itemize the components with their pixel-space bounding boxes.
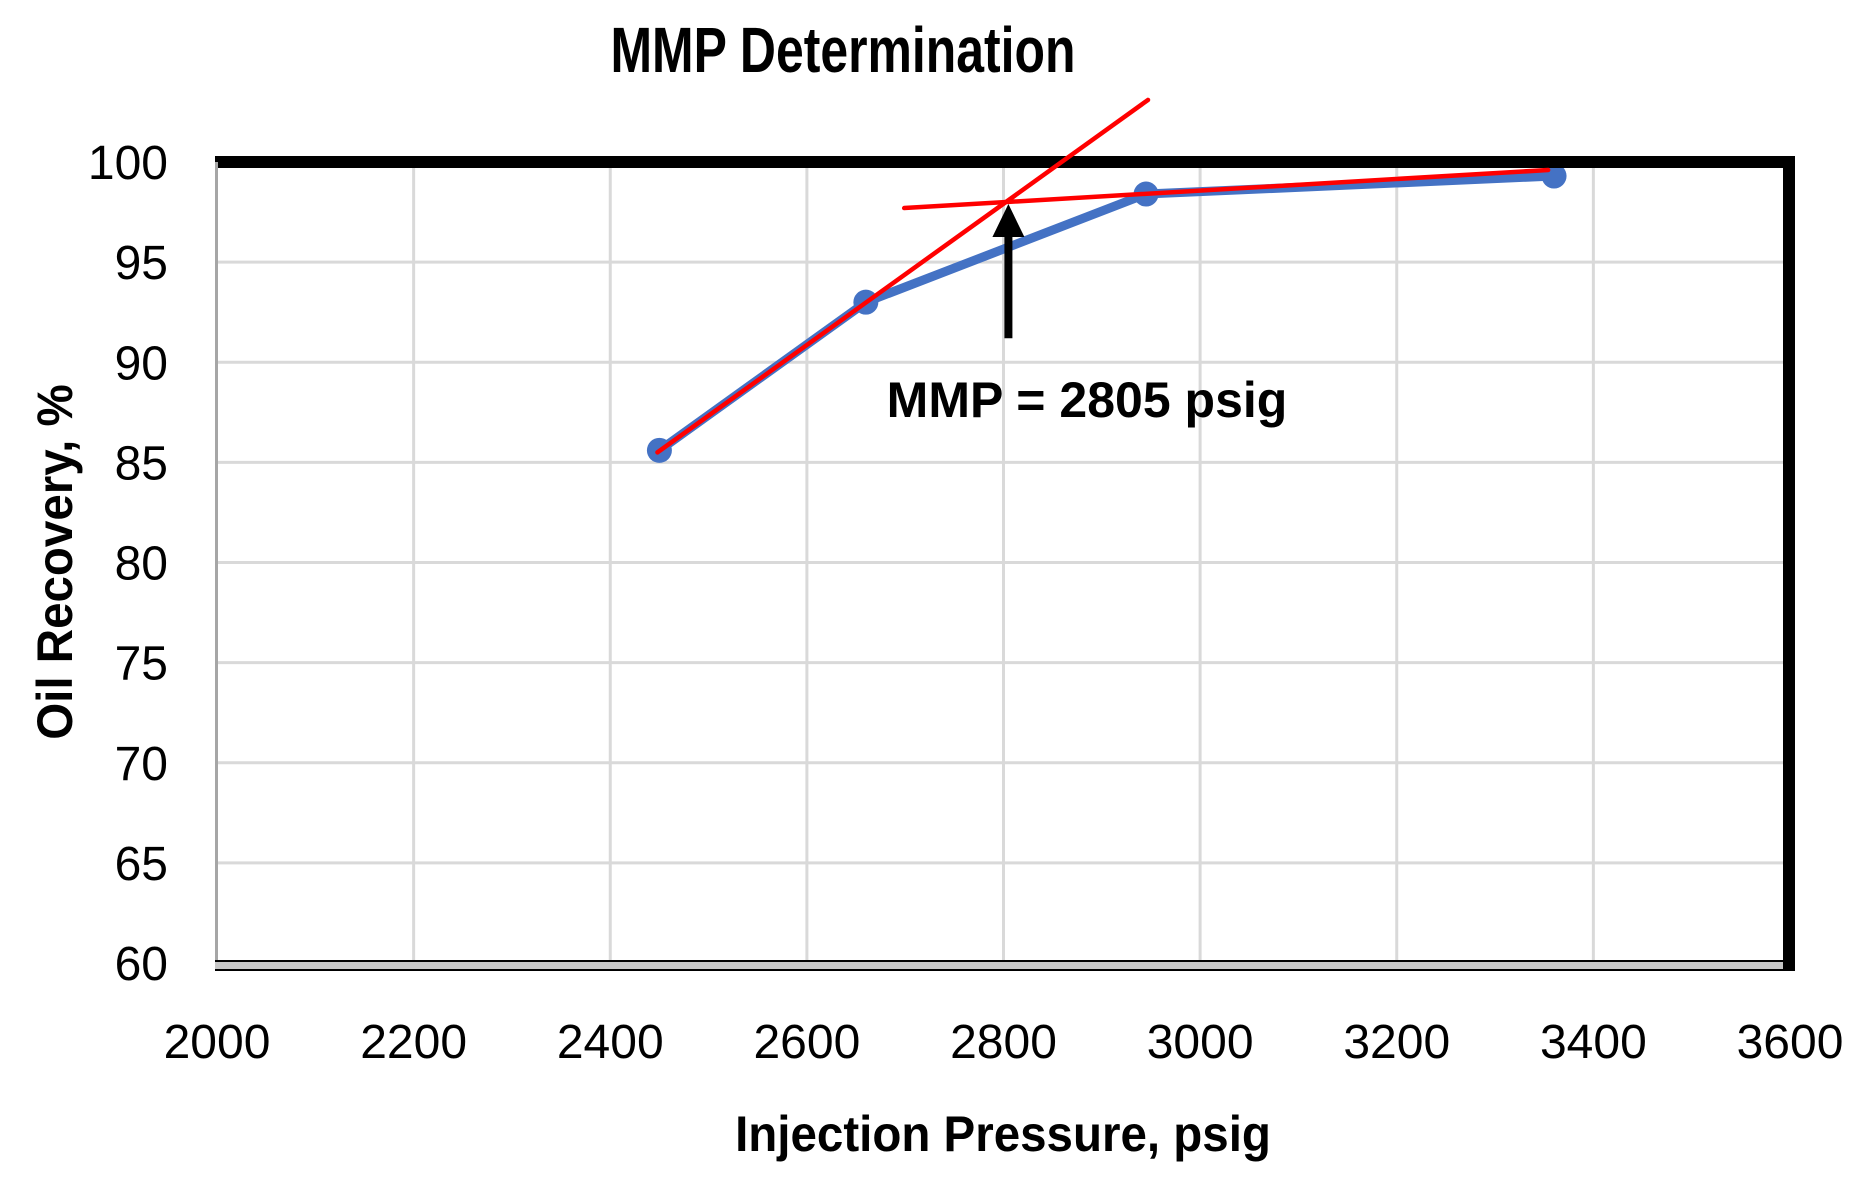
x-tick-label: 3000 — [1147, 1016, 1254, 1069]
x-tick-label: 2400 — [557, 1016, 664, 1069]
mmp-annotation-label: MMP = 2805 psig — [886, 372, 1288, 428]
y-tick-label: 60 — [115, 938, 168, 991]
y-tick-label: 75 — [115, 638, 168, 691]
x-tick-label: 3200 — [1343, 1016, 1450, 1069]
x-tick-label: 3400 — [1540, 1016, 1647, 1069]
x-tick-label: 2600 — [753, 1016, 860, 1069]
y-tick-label: 65 — [115, 838, 168, 891]
chart-border-right — [1783, 156, 1795, 971]
chart-title: MMP Determination — [610, 14, 1076, 86]
x-axis-band — [215, 962, 1783, 969]
mmp-arrow-head — [992, 204, 1025, 238]
x-tick-label: 3600 — [1737, 1016, 1844, 1069]
chart-border-top — [215, 156, 1795, 168]
trend-line — [901, 167, 1551, 211]
y-tick-label: 90 — [115, 337, 168, 390]
y-axis-line — [215, 162, 218, 971]
x-axis-band-top-edge — [215, 960, 1783, 962]
x-axis-band-bottom-edge — [215, 969, 1783, 971]
y-tick-label: 100 — [88, 137, 168, 190]
x-tick-label: 2000 — [164, 1016, 271, 1069]
y-axis-title: Oil Recovery, % — [27, 384, 83, 740]
x-tick-label: 2800 — [950, 1016, 1057, 1069]
x-axis-title: Injection Pressure, psig — [735, 1106, 1271, 1162]
trend-line — [655, 97, 1151, 455]
y-tick-label: 70 — [115, 738, 168, 791]
y-tick-label: 80 — [115, 538, 168, 591]
y-tick-label: 85 — [115, 437, 168, 490]
y-tick-label: 95 — [115, 237, 168, 290]
x-tick-label: 2200 — [360, 1016, 467, 1069]
